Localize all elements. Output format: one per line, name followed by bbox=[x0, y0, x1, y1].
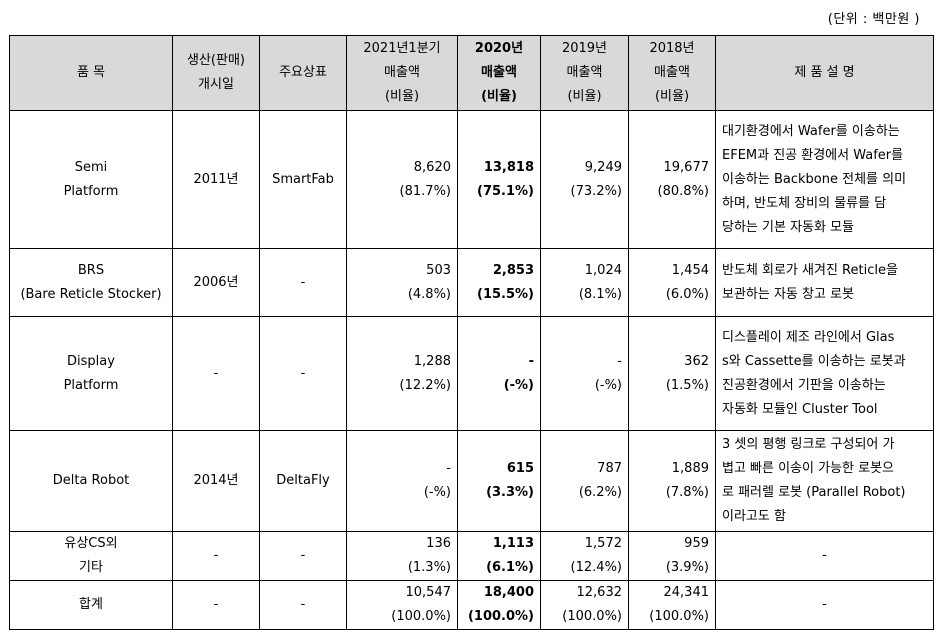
q1-2021-cell: 136 (1.3%) bbox=[346, 531, 458, 581]
header-2018: 2018년 매출액 (비율) bbox=[628, 35, 716, 111]
description-cell: - bbox=[715, 580, 934, 630]
unit-label: (단위 : 백만원 ) bbox=[827, 12, 920, 27]
table-row: 유상CS외 기타 - - 136 (1.3%) 1,113 (6.1%) 1,572(… bbox=[9, 531, 934, 581]
description-cell: 3 셋의 평행 링크로 구성되어 가 볍고 빠른 이송이 가능한 로봇으 로 패러렐… bbox=[715, 430, 934, 532]
product-sales-table: 품 목 생산(판매) 개시일 주요상표 2021년1분기 매출액 (비율) 2020년… bbox=[9, 35, 934, 630]
brand-cell: DeltaFly bbox=[259, 430, 347, 532]
y2019-cell: - (-%) bbox=[540, 316, 629, 431]
y2020-cell: 2,853 (15.5%) bbox=[457, 248, 541, 317]
product-cell: BRS (Bare Reticle Stocker) bbox=[9, 248, 173, 317]
product-cell: Delta Robot bbox=[9, 430, 173, 532]
launch-cell: 2011년 bbox=[172, 110, 260, 249]
launch-cell: - bbox=[172, 531, 260, 581]
y2018-cell: 19,677 (80.8%) bbox=[628, 110, 716, 249]
brand-cell: SmartFab bbox=[259, 110, 347, 249]
table-row: Semi Platform 2011년 SmartFab 8,620 (81.7%)… bbox=[9, 110, 934, 249]
y2018-cell: 1,889 (7.8%) bbox=[628, 430, 716, 532]
header-2020: 2020년 매출액 (비율) bbox=[457, 35, 541, 111]
y2019-cell: 787 (6.2%) bbox=[540, 430, 629, 532]
y2018-cell: 24,341 (100.0%) bbox=[628, 580, 716, 630]
product-cell: 유상CS외 기타 bbox=[9, 531, 173, 581]
y2018-cell: 959 (3.9%) bbox=[628, 531, 716, 581]
y2019-cell: 1,572 (12.4%) bbox=[540, 531, 629, 581]
y2020-cell: 13,818 (75.1%) bbox=[457, 110, 541, 249]
header-brand: 주요상표 bbox=[259, 35, 347, 111]
description-cell: 대기환경에서 Wafer를 이송하는 EFEM과 진공 환경에서 Wafer를 이송… bbox=[715, 110, 934, 249]
header-launch: 생산(판매) 개시일 bbox=[172, 35, 260, 111]
table-row: BRS (Bare Reticle Stocker) 2006년 - 503 (4.… bbox=[9, 248, 934, 317]
brand-cell: - bbox=[259, 580, 347, 630]
table-header-row: 품 목 생산(판매) 개시일 주요상표 2021년1분기 매출액 (비율) 2020년… bbox=[9, 35, 934, 111]
table-row-total: 합계 - - 10,547 (100.0%) 18,400 (100.0%) 12,… bbox=[9, 580, 934, 630]
product-cell: Display Platform bbox=[9, 316, 173, 431]
description-cell: 디스플레이 제조 라인에서 Glas s와 Cassette를 이송하는 로봇과 진… bbox=[715, 316, 934, 431]
launch-cell: - bbox=[172, 316, 260, 431]
y2018-cell: 1,454 (6.0%) bbox=[628, 248, 716, 317]
description-cell: 반도체 회로가 새겨진 Reticle을 보관하는 자동 창고 로봇 bbox=[715, 248, 934, 317]
q1-2021-cell: - (-%) bbox=[346, 430, 458, 532]
y2020-cell: 615 (3.3%) bbox=[457, 430, 541, 532]
header-product: 품 목 bbox=[9, 35, 173, 111]
product-cell: Semi Platform bbox=[9, 110, 173, 249]
y2020-cell: - (-%) bbox=[457, 316, 541, 431]
q1-2021-cell: 8,620 (81.7%) bbox=[346, 110, 458, 249]
y2020-cell: 18,400 (100.0%) bbox=[457, 580, 541, 630]
launch-cell: - bbox=[172, 580, 260, 630]
table-row: Delta Robot 2014년 DeltaFly - (-%) 615 (3.3… bbox=[9, 430, 934, 532]
brand-cell: - bbox=[259, 248, 347, 317]
table-row: Display Platform - - 1,288 (12.2%) - (-%) -… bbox=[9, 316, 934, 431]
y2020-cell: 1,113 (6.1%) bbox=[457, 531, 541, 581]
q1-2021-cell: 1,288 (12.2%) bbox=[346, 316, 458, 431]
y2018-cell: 362 (1.5%) bbox=[628, 316, 716, 431]
y2019-cell: 1,024 (8.1%) bbox=[540, 248, 629, 317]
header-2019: 2019년 매출액 (비율) bbox=[540, 35, 629, 111]
header-description: 제 품 설 명 bbox=[715, 35, 934, 111]
q1-2021-cell: 10,547 (100.0%) bbox=[346, 580, 458, 630]
description-cell: - bbox=[715, 531, 934, 581]
launch-cell: 2014년 bbox=[172, 430, 260, 532]
brand-cell: - bbox=[259, 316, 347, 431]
y2019-cell: 9,249 (73.2%) bbox=[540, 110, 629, 249]
product-cell: 합계 bbox=[9, 580, 173, 630]
q1-2021-cell: 503 (4.8%) bbox=[346, 248, 458, 317]
launch-cell: 2006년 bbox=[172, 248, 260, 317]
y2019-cell: 12,632 (100.0%) bbox=[540, 580, 629, 630]
header-q1-2021: 2021년1분기 매출액 (비율) bbox=[346, 35, 458, 111]
brand-cell: - bbox=[259, 531, 347, 581]
